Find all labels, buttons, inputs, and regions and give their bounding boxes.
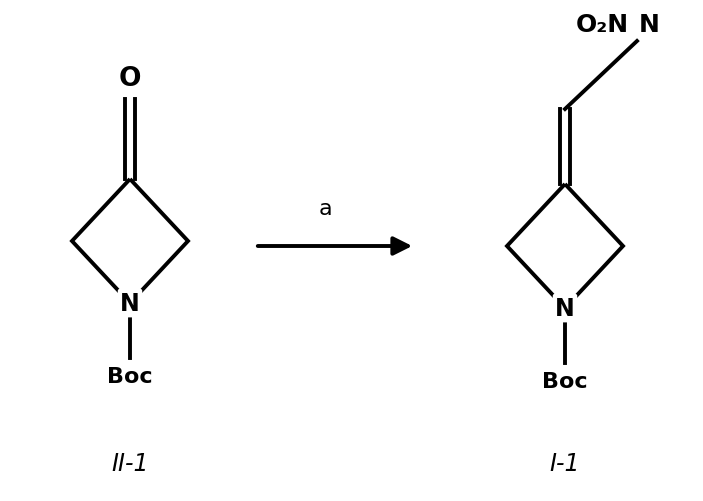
Text: I-1: I-1 <box>550 451 580 475</box>
Text: Boc: Boc <box>107 366 153 386</box>
Text: a: a <box>318 198 332 218</box>
Text: Boc: Boc <box>542 371 588 391</box>
Text: N: N <box>555 297 575 320</box>
Text: O: O <box>119 66 141 92</box>
Text: O₂N: O₂N <box>576 13 629 37</box>
Text: N: N <box>639 13 660 37</box>
Text: N: N <box>120 292 140 315</box>
Text: II-1: II-1 <box>111 451 149 475</box>
